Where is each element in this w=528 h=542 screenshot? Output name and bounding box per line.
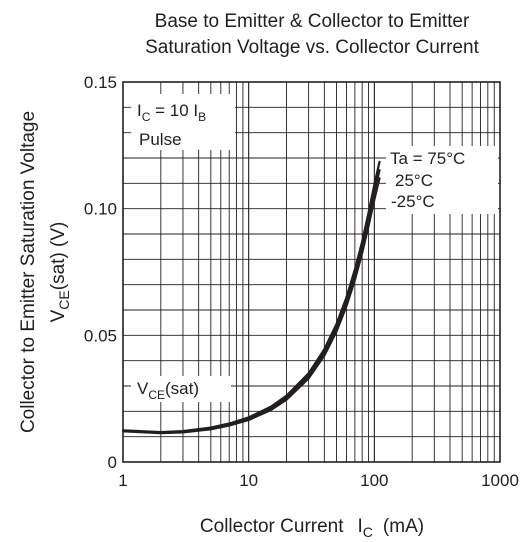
- x-axis-label-sub: C: [363, 524, 373, 540]
- series-group: [121, 160, 381, 435]
- chart-title-line1: Base to Emitter & Collector to Emitter: [155, 11, 470, 32]
- curve-label: VCE(sat): [137, 379, 199, 402]
- chart-title-line2: Saturation Voltage vs. Collector Current: [145, 37, 479, 58]
- curve-label-suffix: (sat): [165, 379, 199, 398]
- pulse-label: Pulse: [139, 130, 182, 149]
- x-axis-label: Collector Current IC (mA): [200, 516, 424, 540]
- y-tick-label: 0.15: [84, 73, 117, 92]
- legend-bg: [386, 146, 498, 214]
- curve-label-sub: CE: [148, 388, 165, 402]
- y-tick-label: 0.10: [84, 200, 117, 219]
- condition-label: IC = 10 IB: [137, 101, 206, 124]
- x-tick-label: 1000: [481, 471, 519, 490]
- curve-label-bg: [131, 376, 231, 402]
- x-tick-label: 10: [239, 471, 258, 490]
- plot-frame: [122, 81, 501, 463]
- condition-sub2: B: [198, 110, 206, 124]
- y-axis-label-var: V: [48, 309, 69, 322]
- y-axis-label-line2: VCE(sat) (V): [48, 222, 72, 323]
- legend-75c: Ta = 75°C: [390, 149, 465, 168]
- condition-label-bg: [131, 94, 235, 150]
- series-line-2: [121, 177, 381, 435]
- x-axis-label-text: Collector Current: [200, 516, 344, 537]
- y-tick-labels: 0 0.05 0.10 0.15: [84, 73, 117, 472]
- y-axis-label-sub: CE: [56, 290, 72, 309]
- legend-25c: 25°C: [395, 171, 433, 190]
- condition-var: I: [137, 101, 142, 120]
- y-axis-label-line1: Collector to Emitter Saturation Voltage: [18, 111, 39, 433]
- x-tick-labels: 1 10 100 1000: [118, 471, 519, 490]
- legend-minus25c: -25°C: [391, 192, 435, 211]
- condition-mid: = 10 I: [150, 101, 198, 120]
- x-axis-label-var: I: [358, 516, 363, 537]
- y-axis-label-suffix: (sat) (V): [48, 222, 69, 291]
- x-axis-label-unit: (mA): [383, 516, 424, 537]
- y-tick-label: 0: [108, 453, 117, 472]
- curve-label-var: V: [137, 379, 149, 398]
- x-tick-label: 100: [360, 471, 388, 490]
- x-tick-label: 1: [118, 471, 127, 490]
- condition-sub: C: [142, 110, 151, 124]
- y-tick-label: 0.05: [84, 326, 117, 345]
